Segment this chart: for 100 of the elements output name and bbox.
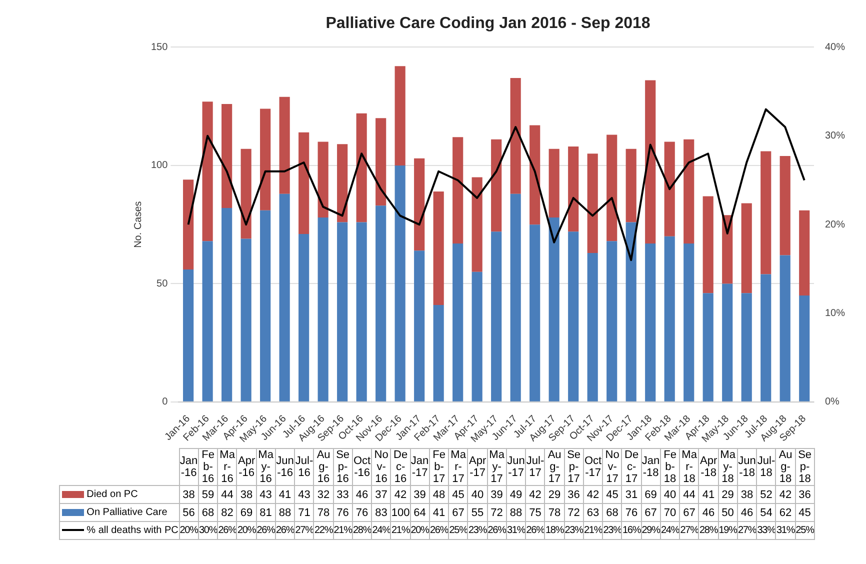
category-label: Feb-17 <box>432 449 446 485</box>
data-label: 88 <box>275 504 295 522</box>
data-label: 50 <box>718 504 738 522</box>
data-label: 59 <box>198 486 218 504</box>
bar <box>318 142 328 218</box>
category-label: Apr-16 <box>238 455 256 479</box>
bar <box>472 177 482 272</box>
bar <box>780 156 790 256</box>
bar <box>298 132 310 234</box>
category-label: Jul-17 <box>526 455 544 479</box>
bar <box>799 210 810 296</box>
bar <box>394 165 406 402</box>
bar <box>684 243 694 402</box>
bar <box>376 118 386 206</box>
bar <box>587 154 598 253</box>
data-label: 29% <box>641 522 660 540</box>
data-label: 28% <box>352 522 372 540</box>
bar <box>510 78 521 194</box>
category-label: Apr-17 <box>468 455 486 479</box>
data-label: 48 <box>429 486 449 504</box>
bar <box>222 104 232 208</box>
bar <box>414 250 425 402</box>
bar <box>472 272 482 402</box>
bar <box>568 146 579 232</box>
data-label: 67 <box>680 504 699 522</box>
bar <box>279 96 290 194</box>
data-label: 42 <box>776 486 796 504</box>
bar <box>548 148 560 218</box>
data-label: 43 <box>294 486 314 504</box>
data-label: 42 <box>390 486 410 504</box>
data-label: 41 <box>275 486 295 504</box>
data-label: 24% <box>660 522 680 540</box>
chart-title: Palliative Care Coding Jan 2016 - Sep 2018 <box>326 15 650 32</box>
bar <box>606 241 618 402</box>
data-label: 22% <box>314 522 334 540</box>
y2-tick-label: 30% <box>824 130 846 142</box>
data-label: 36 <box>564 486 584 504</box>
data-label: 69 <box>641 486 660 504</box>
bar <box>318 217 328 402</box>
bar <box>530 224 540 402</box>
data-label: 26% <box>275 522 295 540</box>
category-label: Mar-17 <box>450 449 466 485</box>
category-label: Dec-17 <box>624 449 639 485</box>
category-label: Jun-18 <box>738 455 756 479</box>
bar <box>491 232 502 402</box>
y-tick-label: 150 <box>150 42 168 53</box>
bar <box>530 125 540 225</box>
bar <box>337 222 348 402</box>
data-label: 45 <box>448 486 468 504</box>
bar <box>452 137 464 244</box>
bar <box>664 236 675 402</box>
data-label: 44 <box>218 486 237 504</box>
bar <box>394 66 406 166</box>
bar <box>202 102 213 242</box>
data-label: 67 <box>641 504 660 522</box>
data-label: 88 <box>506 504 526 522</box>
data-label: 23% <box>468 522 488 540</box>
data-label: 64 <box>410 504 430 522</box>
bar <box>722 284 733 402</box>
data-label: 29 <box>718 486 738 504</box>
bar <box>587 252 598 402</box>
legend-label: On Palliative Care <box>59 504 180 522</box>
data-label: 32 <box>314 486 334 504</box>
data-label: 40 <box>468 486 488 504</box>
data-label: 37 <box>372 486 391 504</box>
bar <box>626 222 636 402</box>
data-label: 55 <box>468 504 488 522</box>
data-label: 41 <box>429 504 449 522</box>
data-label: 44 <box>680 486 699 504</box>
category-label: Jan-17 <box>410 455 429 479</box>
category-label: Jun-17 <box>507 455 525 479</box>
bar <box>645 80 656 244</box>
category-label: Aug-17 <box>548 449 562 485</box>
bar <box>626 148 636 222</box>
data-label: 31% <box>776 522 796 540</box>
category-label: Feb-18 <box>664 449 676 485</box>
data-label: 75 <box>526 504 545 522</box>
bar <box>240 238 252 402</box>
bar <box>568 232 579 402</box>
category-label: Oct-17 <box>584 455 602 479</box>
y2-tick-label: 40% <box>824 42 846 53</box>
data-label: 29 <box>544 486 564 504</box>
data-label: 21% <box>583 522 603 540</box>
data-label: 63 <box>583 504 603 522</box>
data-label: 46 <box>698 504 718 522</box>
data-label: 18% <box>544 522 564 540</box>
data-label: 26% <box>487 522 506 540</box>
data-label: 39 <box>410 486 430 504</box>
bar <box>337 144 348 222</box>
bar <box>702 293 714 402</box>
bar <box>548 217 560 402</box>
category-label: Feb-16 <box>202 449 214 485</box>
legend-label: Died on PC <box>59 486 180 504</box>
data-label: 43 <box>256 486 276 504</box>
data-label: 76 <box>622 504 642 522</box>
data-label: 45 <box>795 504 814 522</box>
category-label: Aug-18 <box>778 449 792 485</box>
data-label: 21% <box>333 522 352 540</box>
data-label: 71 <box>294 504 314 522</box>
data-label: 40 <box>660 486 680 504</box>
